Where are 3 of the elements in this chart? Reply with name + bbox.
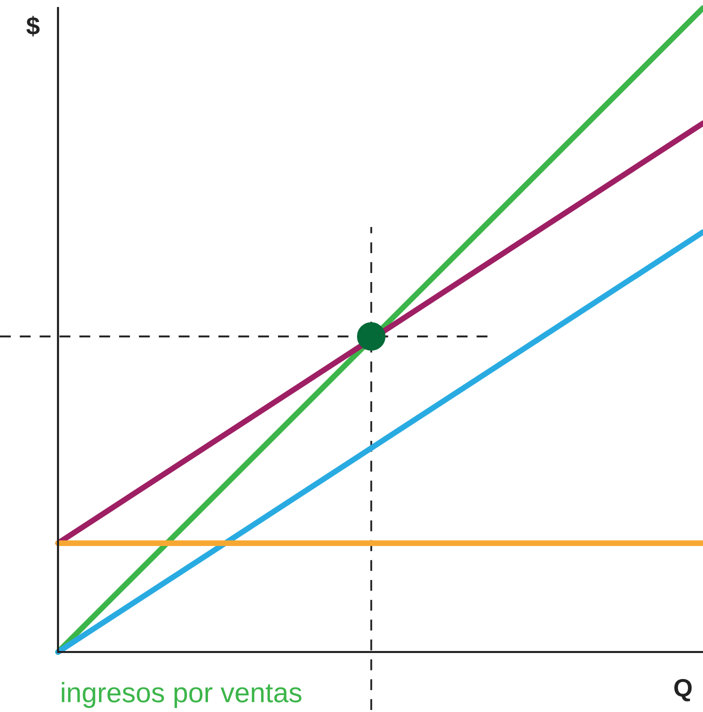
x-axis-title: Q <box>674 679 692 702</box>
series-label: ingresos por ventas <box>62 682 302 708</box>
y-axis-title: $ <box>26 16 40 36</box>
